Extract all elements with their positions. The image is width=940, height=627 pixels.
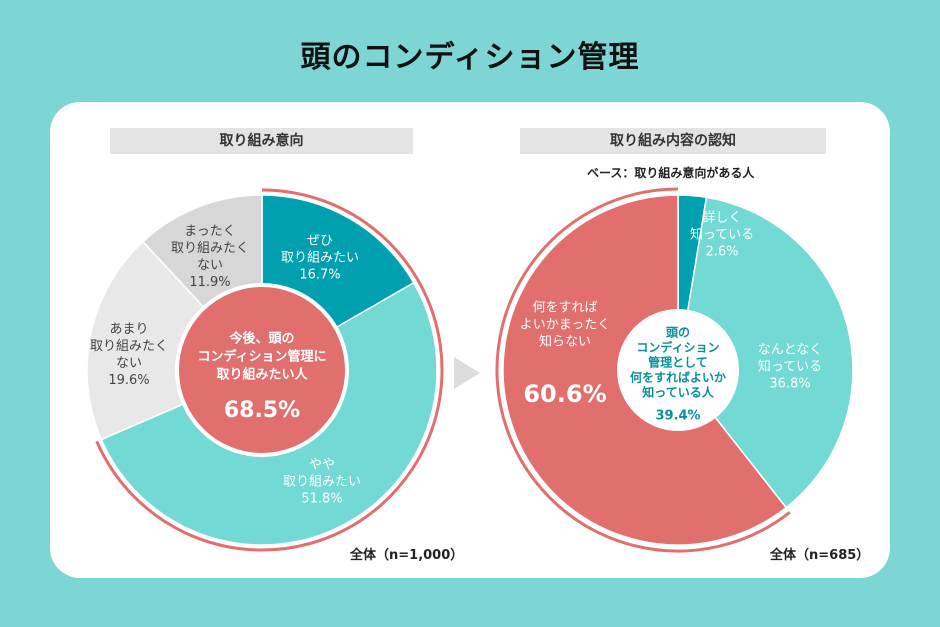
arrow-icon [454,357,480,389]
slice-label: 知っている [758,359,822,375]
slice-label: なんとなく [758,343,823,358]
center-label: 頭の [666,326,690,340]
center-label: 取り組みたい人 [216,367,308,383]
center-label: 今後、頭の [228,331,294,347]
center-label: 知っている人 [641,385,714,400]
right-base-note: ベース：取り組み意向がある人 [587,166,755,180]
slice-label: 詳しく [702,210,741,226]
slice-label: 16.7% [299,268,340,283]
right-section-header: 取り組み内容の認知 [520,128,826,154]
center-label: 何をすればよいか [630,370,726,385]
slice-label: よいかまったく [520,318,610,333]
left-base-label: 全体（n=1,000） [350,548,464,563]
slice-label: 知っている [690,227,754,243]
slice-label: 取り組みたい [283,475,361,490]
slice-label: 11.9% [189,275,230,290]
center-value: 39.4% [655,409,700,424]
slice-label: 取り組みたい [281,251,359,266]
slice-value-label: 60.6% [523,380,606,408]
slice-label: 2.6% [705,245,738,260]
center-circle [617,309,739,431]
center-label: コンディション [636,340,719,355]
right-base-label: 全体（n=685） [770,548,870,563]
slice-label: あまり [109,322,148,337]
slice-label: 何をすれば [532,300,597,316]
slice-label: ない [197,258,223,273]
slice-label: 取り組みたく [90,339,168,354]
center-value: 68.5% [224,398,300,423]
center-circle [175,283,349,457]
left-section-header: 取り組み意向 [110,128,413,154]
pie-slice [86,240,264,441]
center-label: 管理として [648,355,708,370]
pie-slice [677,196,854,509]
page-title: 頭のコンディション管理 [300,40,640,75]
slice-label: 知らない [539,334,591,350]
slice-label: やや [309,458,335,473]
slice-label: ない [116,356,142,371]
slice-label: まったく [184,224,235,239]
slice-label: 19.6% [108,373,149,388]
slice-label: ぜひ [307,234,333,249]
slice-label: 36.8% [769,377,810,392]
highlight-ring [495,187,791,553]
slice-label: 51.8% [301,492,342,507]
highlight-ring [95,188,444,552]
center-label: コンディション管理に [197,349,326,365]
slice-label: 取り組みたく [171,241,249,256]
